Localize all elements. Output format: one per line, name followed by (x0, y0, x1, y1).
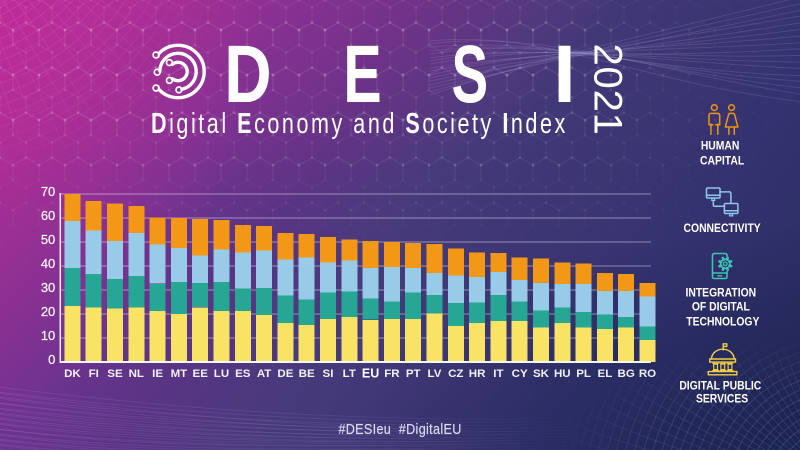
svg-text:70: 70 (41, 184, 55, 199)
svg-text:LV: LV (428, 368, 442, 380)
svg-text:HR: HR (469, 368, 486, 380)
svg-text:IE: IE (152, 368, 163, 380)
svg-text:CZ: CZ (448, 368, 464, 380)
svg-text:SI: SI (323, 368, 334, 380)
svg-text:OF DIGITAL: OF DIGITAL (692, 301, 750, 314)
svg-text:BE: BE (299, 368, 316, 380)
svg-text:CONNECTIVITY: CONNECTIVITY (684, 222, 762, 235)
svg-text:SERVICES: SERVICES (696, 393, 749, 406)
svg-text:PT: PT (406, 368, 421, 380)
svg-text:20: 20 (41, 304, 55, 319)
svg-text:EL: EL (598, 368, 613, 380)
svg-text:50: 50 (41, 232, 55, 247)
svg-text:10: 10 (41, 328, 55, 343)
svg-text:40: 40 (41, 256, 55, 271)
svg-text:LU: LU (214, 368, 229, 380)
svg-text:ES: ES (235, 368, 251, 380)
svg-text:FR: FR (384, 368, 399, 380)
svg-text:0: 0 (48, 352, 55, 367)
svg-text:EU: EU (362, 367, 379, 381)
svg-text:2021: 2021 (586, 44, 630, 136)
svg-text:CAPITAL: CAPITAL (700, 155, 744, 168)
svg-text:S: S (451, 28, 488, 120)
svg-text:Digital Economy and Society In: Digital Economy and Society Index (151, 108, 568, 140)
svg-text:BG: BG (618, 368, 636, 380)
svg-text:MT: MT (171, 368, 188, 380)
svg-text:TECHNOLOGY: TECHNOLOGY (686, 316, 760, 329)
svg-text:RO: RO (639, 368, 657, 380)
svg-text:DE: DE (277, 368, 294, 380)
svg-text:INTEGRATION: INTEGRATION (685, 287, 756, 300)
svg-text:SE: SE (107, 368, 123, 380)
svg-text:E: E (343, 28, 381, 120)
svg-text:I: I (553, 29, 576, 120)
svg-text:NL: NL (129, 368, 145, 380)
svg-text:SK: SK (533, 368, 550, 380)
svg-text:EE: EE (193, 368, 209, 380)
svg-text:FI: FI (89, 368, 99, 380)
svg-text:IT: IT (493, 368, 503, 380)
svg-text:AT: AT (257, 368, 272, 380)
svg-text:CY: CY (512, 368, 529, 380)
svg-text:LT: LT (343, 368, 356, 380)
svg-text:HU: HU (554, 368, 571, 380)
svg-text:HUMAN: HUMAN (701, 140, 740, 153)
svg-text:DIGITAL PUBLIC: DIGITAL PUBLIC (679, 380, 761, 393)
svg-text:60: 60 (41, 208, 55, 223)
svg-text:PL: PL (576, 368, 591, 380)
svg-text:#DESIeu #DigitalEU: #DESIeu #DigitalEU (338, 420, 461, 437)
svg-text:DK: DK (64, 368, 82, 380)
svg-text:D: D (224, 28, 271, 120)
svg-text:30: 30 (41, 280, 55, 295)
